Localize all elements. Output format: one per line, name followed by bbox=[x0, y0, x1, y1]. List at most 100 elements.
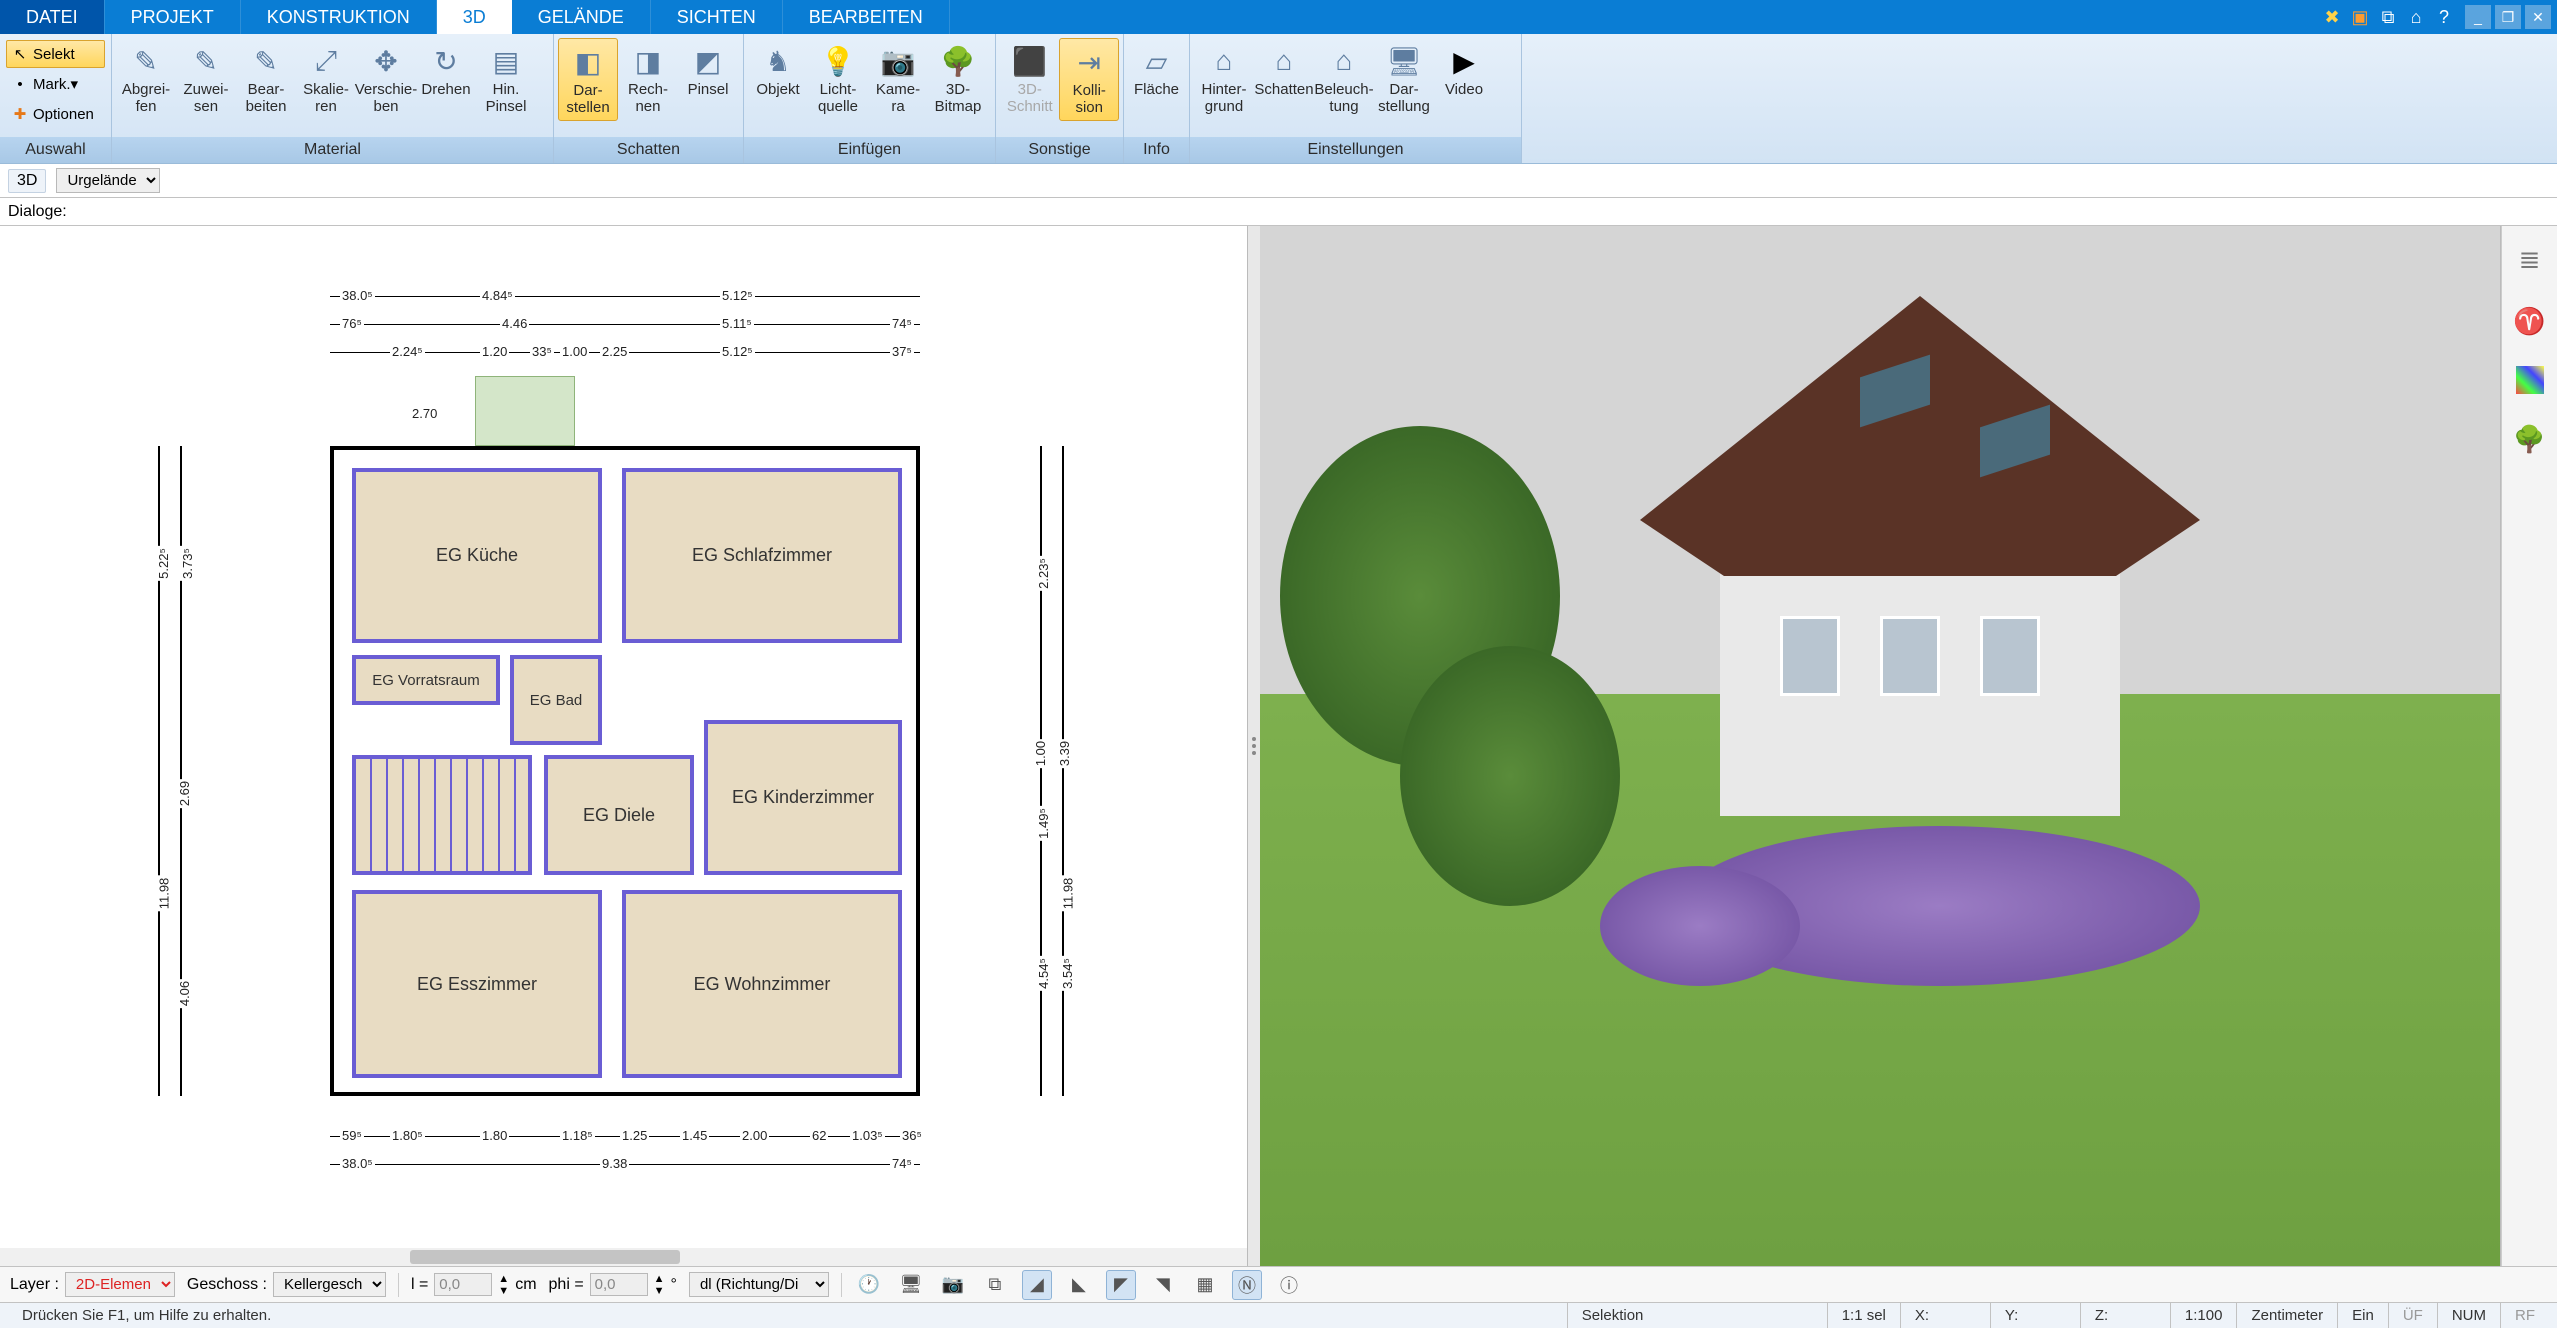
hinpinsel-button[interactable]: ▤Hin. Pinsel bbox=[476, 38, 536, 119]
house-3d bbox=[1600, 296, 2240, 856]
menu-bearbeiten[interactable]: BEARBEITEN bbox=[783, 0, 950, 34]
tool-icon-3[interactable]: ⧉ bbox=[2377, 6, 2399, 28]
room-vorratsraum[interactable]: EG Vorratsraum bbox=[352, 655, 500, 705]
room-wohnzimmer[interactable]: EG Wohnzimmer bbox=[622, 890, 902, 1078]
optionen-button[interactable]: ✚Optionen bbox=[6, 100, 105, 128]
room-diele[interactable]: EG Diele bbox=[544, 755, 694, 875]
rotate-icon: ↻ bbox=[426, 42, 466, 80]
menu-sichten[interactable]: SICHTEN bbox=[651, 0, 783, 34]
geschoss-select[interactable]: Kellergesch bbox=[273, 1272, 386, 1297]
room-bad[interactable]: EG Bad bbox=[510, 655, 602, 745]
room-kinderzimmer[interactable]: EG Kinderzimmer bbox=[704, 720, 902, 875]
schatten-settings-button[interactable]: ⌂Schatten bbox=[1254, 38, 1314, 103]
dim-text: 59⁵ bbox=[340, 1128, 364, 1143]
gelaende-select[interactable]: Urgelände bbox=[56, 168, 160, 193]
schnitt3d-button[interactable]: ⬛3D- Schnitt bbox=[1000, 38, 1059, 119]
layers-tool[interactable]: ≣ bbox=[2513, 242, 2547, 276]
kollision-button[interactable]: ⇥Kolli- sion bbox=[1059, 38, 1119, 121]
help-icon[interactable]: ? bbox=[2433, 6, 2455, 28]
zuweisen-button[interactable]: ✎Zuwei- sen bbox=[176, 38, 236, 119]
snap4-icon-btn[interactable]: ◥ bbox=[1148, 1270, 1178, 1300]
darstellung-button[interactable]: 🖥Dar- stellung bbox=[1374, 38, 1434, 119]
tree-tool[interactable]: 🌳 bbox=[2513, 422, 2547, 456]
menu-projekt[interactable]: PROJEKT bbox=[105, 0, 241, 34]
flaeche-button[interactable]: ▱Fläche bbox=[1128, 38, 1185, 103]
phi-input[interactable] bbox=[590, 1273, 648, 1296]
room-schlafzimmer[interactable]: EG Schlafzimmer bbox=[622, 468, 902, 643]
beleuchtung-button[interactable]: ⌂Beleuch- tung bbox=[1314, 38, 1374, 119]
grid-icon-btn[interactable]: ▦ bbox=[1190, 1270, 1220, 1300]
abgreifen-button[interactable]: ✎Abgrei- fen bbox=[116, 38, 176, 119]
bottom-toolbar: Layer : 2D-Elemen Geschoss : Kellergesch… bbox=[0, 1266, 2557, 1302]
lichtquelle-button[interactable]: 💡Licht- quelle bbox=[808, 38, 868, 119]
dim-vline bbox=[1062, 446, 1064, 1096]
drehen-button[interactable]: ↻Drehen bbox=[416, 38, 476, 103]
dim-text: 2.24⁵ bbox=[390, 344, 425, 359]
room-kueche[interactable]: EG Küche bbox=[352, 468, 602, 643]
status-ein: Ein bbox=[2338, 1303, 2389, 1328]
rechnen-button[interactable]: ◨Rech- nen bbox=[618, 38, 678, 119]
shadow-icon: ⌂ bbox=[1264, 42, 1304, 80]
minimize-button[interactable]: _ bbox=[2465, 5, 2491, 29]
edit-icon: ✎ bbox=[246, 42, 286, 80]
screen-icon-btn[interactable]: 🖥 bbox=[896, 1270, 926, 1300]
snap3-icon-btn[interactable]: ◤ bbox=[1106, 1270, 1136, 1300]
status-z: Z: bbox=[2081, 1303, 2171, 1328]
kamera-button[interactable]: 📷Kame- ra bbox=[868, 38, 928, 119]
selekt-button[interactable]: ↖Selekt bbox=[6, 40, 105, 68]
dim-text: 1.45 bbox=[680, 1128, 709, 1143]
status-help: Drücken Sie F1, um Hilfe zu erhalten. bbox=[8, 1303, 1568, 1328]
dim-text: 5.11⁵ bbox=[720, 316, 754, 331]
dim-text: 36⁵ bbox=[900, 1128, 924, 1143]
dim-hline bbox=[330, 296, 920, 297]
restore-button[interactable]: ❐ bbox=[2495, 5, 2521, 29]
room-esszimmer[interactable]: EG Esszimmer bbox=[352, 890, 602, 1078]
camera-icon-btn[interactable]: 📷 bbox=[938, 1270, 968, 1300]
bitmap3d-button[interactable]: 🌳3D- Bitmap bbox=[928, 38, 988, 119]
scrollbar-horizontal[interactable] bbox=[0, 1248, 1247, 1266]
snap2-icon-btn[interactable]: ◣ bbox=[1064, 1270, 1094, 1300]
bearbeiten-button[interactable]: ✎Bear- beiten bbox=[236, 38, 296, 119]
menu-konstruktion[interactable]: KONSTRUKTION bbox=[241, 0, 437, 34]
color-tool[interactable] bbox=[2516, 366, 2544, 394]
tree-icon: 🌳 bbox=[938, 42, 978, 80]
tool-icon-4[interactable]: ⌂ bbox=[2405, 6, 2427, 28]
snap1-icon-btn[interactable]: ◢ bbox=[1022, 1270, 1052, 1300]
info-icon-btn[interactable]: ⓘ bbox=[1274, 1270, 1304, 1300]
n-icon-btn[interactable]: Ⓝ bbox=[1232, 1270, 1262, 1300]
cm-label: cm bbox=[515, 1276, 536, 1294]
tool-icon-1[interactable]: ✖ bbox=[2321, 6, 2343, 28]
menu-datei[interactable]: DATEI bbox=[0, 0, 105, 34]
dim-text: 1.00 bbox=[560, 344, 589, 359]
house-icon: ⌂ bbox=[1204, 42, 1244, 80]
skalieren-button[interactable]: ⤢Skalie- ren bbox=[296, 38, 356, 119]
dim-text: 4.54⁵ bbox=[1036, 956, 1051, 991]
clock-icon-btn[interactable]: 🕐 bbox=[854, 1270, 884, 1300]
scrollbar-thumb[interactable] bbox=[410, 1250, 680, 1264]
menu-3d[interactable]: 3D bbox=[437, 0, 512, 34]
pane-3d[interactable] bbox=[1260, 226, 2501, 1266]
dim-text: 3.54⁵ bbox=[1060, 956, 1075, 991]
video-button[interactable]: ▶Video bbox=[1434, 38, 1494, 103]
dim-text: 1.03⁵ bbox=[850, 1128, 885, 1143]
tool-icon-2[interactable]: ▣ bbox=[2349, 6, 2371, 28]
layer-select[interactable]: 2D-Elemen bbox=[65, 1272, 175, 1297]
darstellen-button[interactable]: ◧Dar- stellen bbox=[558, 38, 618, 121]
menu-gelaende[interactable]: GELÄNDE bbox=[512, 0, 651, 34]
dim-text: 1.18⁵ bbox=[560, 1128, 595, 1143]
copy-icon-btn[interactable]: ⧉ bbox=[980, 1270, 1010, 1300]
tree-3d bbox=[1400, 646, 1620, 906]
pinsel-button[interactable]: ◩Pinsel bbox=[678, 38, 738, 103]
hintergrund-button[interactable]: ⌂Hinter- grund bbox=[1194, 38, 1254, 119]
furniture-tool[interactable]: ♈ bbox=[2513, 304, 2547, 338]
dl-select[interactable]: dl (Richtung/Di bbox=[689, 1272, 829, 1297]
splitter[interactable] bbox=[1248, 226, 1260, 1266]
dim-vline bbox=[1040, 446, 1042, 1096]
close-button[interactable]: ✕ bbox=[2525, 5, 2551, 29]
l-input[interactable] bbox=[434, 1273, 492, 1296]
pane-2d[interactable]: EG Küche EG Schlafzimmer EG Vorratsraum … bbox=[0, 226, 1248, 1266]
dim-vline bbox=[158, 446, 160, 1096]
verschieben-button[interactable]: ✥Verschie- ben bbox=[356, 38, 416, 119]
objekt-button[interactable]: ♞Objekt bbox=[748, 38, 808, 103]
mark-button[interactable]: •Mark. ▾ bbox=[6, 70, 105, 98]
